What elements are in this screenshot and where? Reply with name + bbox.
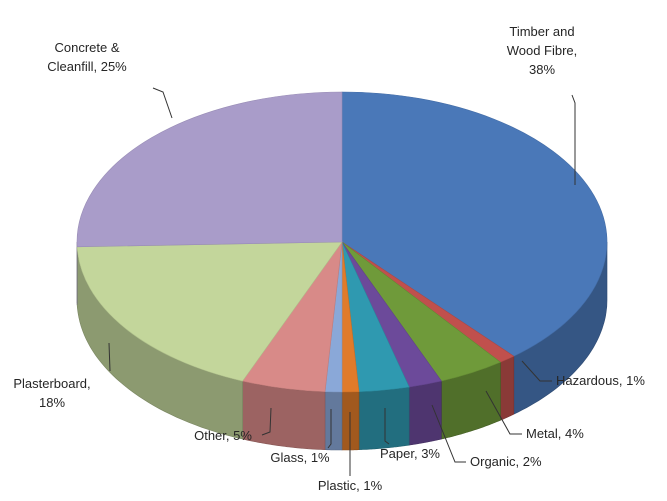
leader-line-concrete-and-cleanfill [152,87,173,119]
leader-line-plasterboard [108,342,111,372]
data-label-hazardous: Hazardous, 1% [556,373,645,388]
data-label-organic: Organic, 2% [470,454,542,469]
leader-line-timber-and-wood-fibre [571,94,576,185]
leader-line-hazardous [521,360,552,382]
data-label-glass: Glass, 1% [270,450,330,465]
leader-line-paper [384,408,390,445]
pie-side-organic [408,380,442,446]
data-label-timber-and-wood-fibre: Timber and Wood Fibre, 38% [507,24,578,77]
leader-line-glass [327,409,332,449]
leader-line-organic [431,404,466,463]
pie-slice-timber-and-wood-fibre [341,91,608,357]
pie-side-hazardous [500,355,515,421]
leader-line-metal [485,390,522,435]
leader-lines [108,87,576,476]
pie-slice-plasterboard [76,241,343,382]
pie-side-glass [324,391,343,451]
leader-line-other [261,407,272,436]
data-label-paper: Paper, 3% [380,446,440,461]
data-labels: Timber and Wood Fibre, 38% Hazardous, 1% Met… [13,24,645,493]
data-label-concrete-and-cleanfill: Concrete & Cleanfill, 25% [47,40,127,74]
pie-slice-concrete-and-cleanfill [76,91,343,248]
pie-top-layer [76,91,608,393]
data-label-plastic: Plastic, 1% [318,478,383,493]
pie-side-paper [358,386,410,451]
data-label-other: Other, 5% [194,428,252,443]
data-label-plasterboard: Plasterboard, 18% [13,376,90,410]
data-label-metal: Metal, 4% [526,426,584,441]
